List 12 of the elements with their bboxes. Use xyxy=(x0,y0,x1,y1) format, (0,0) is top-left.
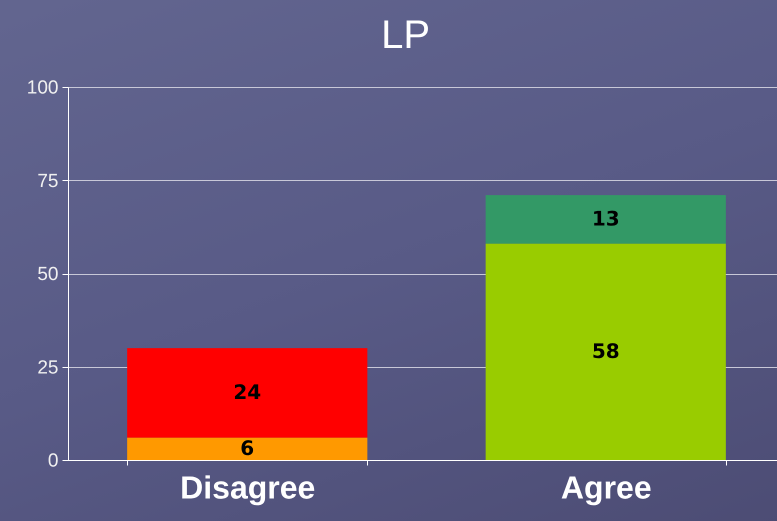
y-tick-label: 100 xyxy=(26,78,58,98)
y-tick-label: 0 xyxy=(48,450,58,472)
y-tick-label: 75 xyxy=(37,170,58,192)
x-tick-label: Disagree xyxy=(180,470,316,506)
y-tick-label: 50 xyxy=(37,264,58,285)
data-label: 13 xyxy=(592,206,620,230)
x-tick-label: Agree xyxy=(560,470,652,506)
chart-title: LP xyxy=(381,13,430,57)
data-label: 58 xyxy=(592,338,620,363)
data-label: 24 xyxy=(233,380,262,404)
data-label: 6 xyxy=(240,436,254,460)
y-tick-label: 25 xyxy=(37,357,58,378)
